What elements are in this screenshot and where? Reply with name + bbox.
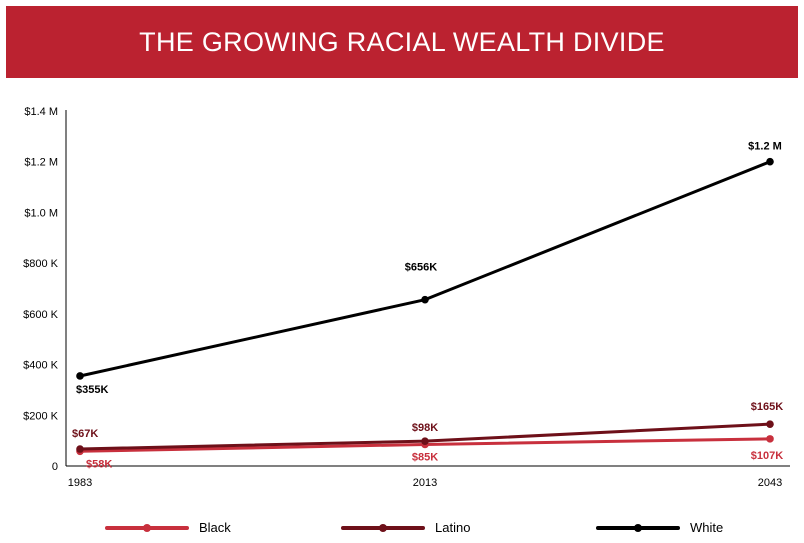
x-tick-label: 2013 xyxy=(413,477,437,489)
data-label-latino: $165K xyxy=(751,401,783,413)
y-tick-label: $200 K xyxy=(23,410,59,422)
y-tick-label: $1.4 M xyxy=(24,106,58,118)
legend-label-black: Black xyxy=(199,520,231,535)
chart-series xyxy=(76,157,774,456)
data-point-white xyxy=(421,295,429,304)
data-label-black: $107K xyxy=(751,450,783,462)
x-tick-label: 2043 xyxy=(758,477,782,489)
data-label-latino: $67K xyxy=(72,428,98,440)
chart-data-labels: $58K $85K $107K $67K $98K $165K $355K $656K $1.2… xyxy=(72,141,783,471)
legend-marker-black xyxy=(143,524,151,532)
legend-marker-white xyxy=(634,524,642,532)
data-point-white xyxy=(76,372,84,380)
x-tick-label: 1983 xyxy=(68,477,92,489)
data-label-white: $1.2 M xyxy=(748,141,782,153)
data-label-latino: $98K xyxy=(412,422,438,434)
legend-label-white: White xyxy=(690,520,723,535)
y-tick-label: $1.2 M xyxy=(24,157,58,169)
title-banner: THE GROWING RACIAL WEALTH DIVIDE xyxy=(6,6,798,78)
data-point-latino xyxy=(766,420,774,428)
chart-title: THE GROWING RACIAL WEALTH DIVIDE xyxy=(139,26,665,57)
chart-axes: 0 $200 K $400 K $600 K $800 K $1.0 M $1.2 M $1.… xyxy=(23,106,790,489)
y-tick-label: $1.0 M xyxy=(24,207,58,219)
y-tick-label: $600 K xyxy=(23,309,59,321)
data-point-white xyxy=(766,157,774,166)
y-tick-label: $400 K xyxy=(23,360,59,372)
legend-label-latino: Latino xyxy=(435,520,470,535)
data-point-latino xyxy=(76,445,84,453)
data-point-latino xyxy=(421,437,429,445)
data-label-white: $355K xyxy=(76,384,108,396)
data-label-black: $85K xyxy=(412,451,438,463)
y-tick-label: 0 xyxy=(52,461,58,473)
data-label-black: $58K xyxy=(86,458,112,470)
chart-legend: Black Latino White xyxy=(105,520,723,535)
legend-marker-latino xyxy=(379,524,387,532)
data-label-white: $656K xyxy=(405,262,437,274)
data-point-black xyxy=(766,435,774,443)
y-tick-label: $800 K xyxy=(23,258,59,270)
